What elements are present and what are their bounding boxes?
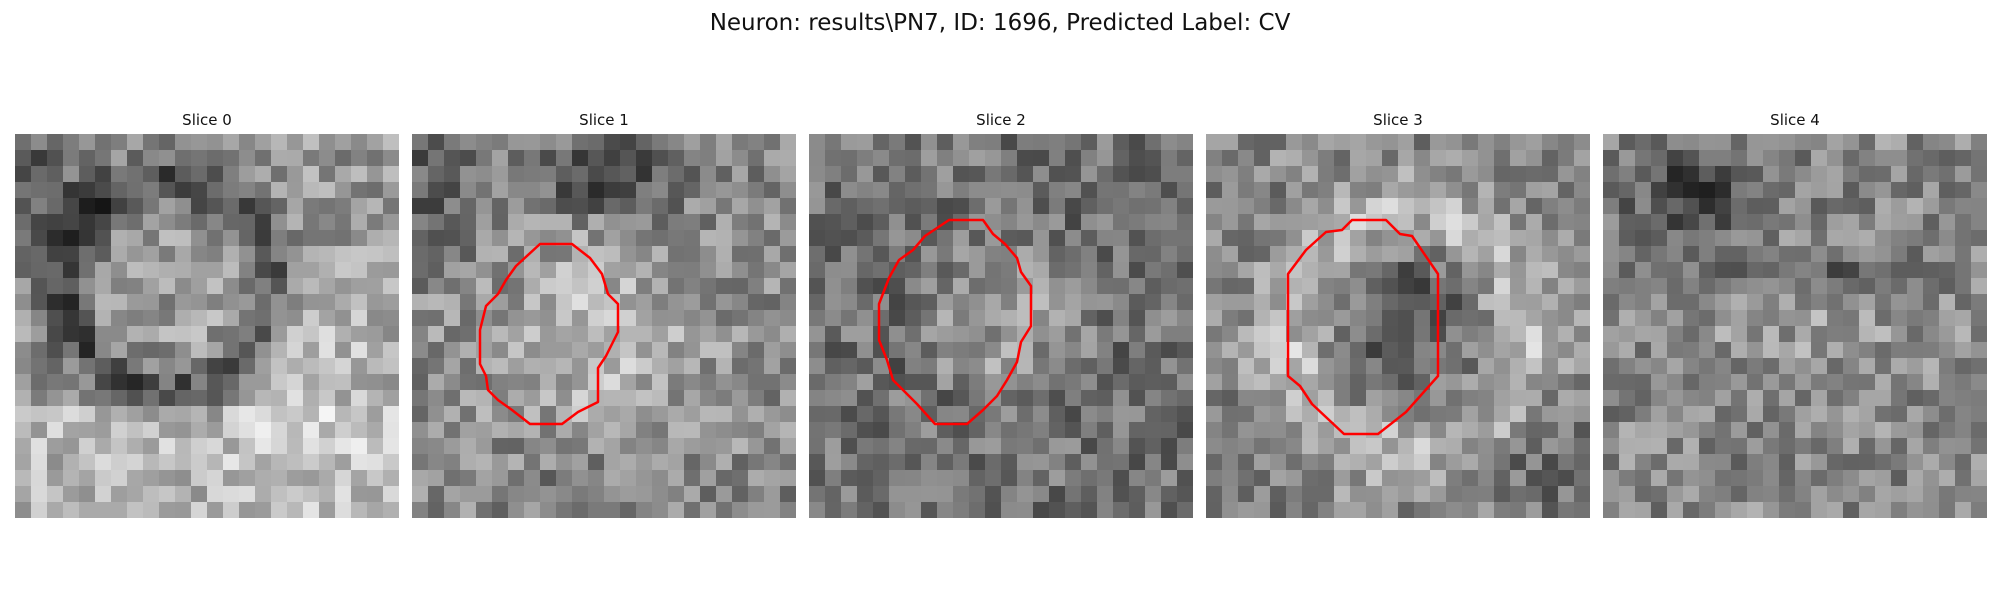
- cell-contour: [877, 218, 1033, 426]
- slice-panel-3: Slice 3: [1206, 108, 1590, 518]
- cell-contour: [1286, 218, 1440, 436]
- slice-title: Slice 2: [976, 111, 1026, 129]
- slice-panel-1: Slice 1: [412, 108, 796, 518]
- slice-panel-0: Slice 0: [15, 108, 399, 518]
- cell-contour: [478, 242, 620, 426]
- slice-image: [1206, 134, 1590, 518]
- slice-title: Slice 4: [1770, 111, 1820, 129]
- slice-title: Slice 0: [182, 111, 232, 129]
- slice-image: [15, 134, 399, 518]
- slice-panel-2: Slice 2: [809, 108, 1193, 518]
- slice-image: [809, 134, 1193, 518]
- slice-image: [412, 134, 796, 518]
- slice-panel-4: Slice 4: [1603, 108, 1987, 518]
- slice-title: Slice 1: [579, 111, 629, 129]
- slice-title: Slice 3: [1373, 111, 1423, 129]
- figure-title: Neuron: results\PN7, ID: 1696, Predicted…: [709, 10, 1291, 36]
- slice-image: [1603, 134, 1987, 518]
